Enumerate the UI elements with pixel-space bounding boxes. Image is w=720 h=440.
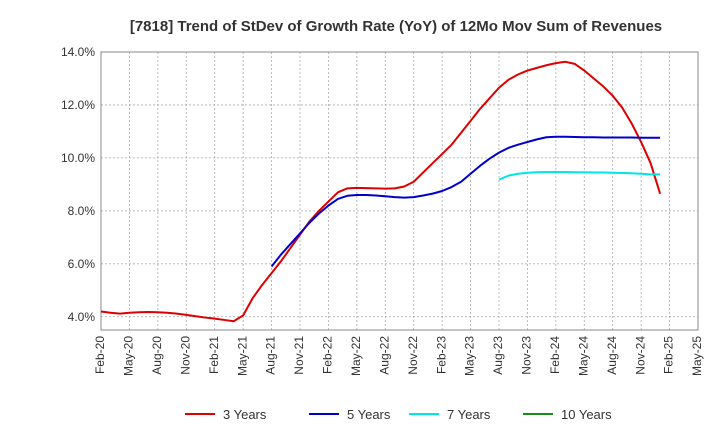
x-tick-label: Feb-21	[207, 336, 221, 374]
y-tick-label: 8.0%	[68, 204, 96, 218]
series-line-7-years	[498, 170, 661, 181]
x-tick-label: Nov-22	[406, 336, 420, 375]
y-tick-label: 14.0%	[61, 45, 95, 59]
y-axis-ticks: 4.0% 6.0% 8.0% 10.0% 12.0% 14.0%	[61, 45, 95, 324]
series-line-3-years	[100, 60, 662, 323]
legend-item-5-years-label: 5 Years	[347, 407, 391, 422]
legend-item-10-years-label: 10 Years	[561, 407, 612, 422]
x-tick-label: May-23	[463, 336, 477, 376]
x-tick-label: May-22	[349, 336, 363, 376]
grid-lines	[101, 52, 698, 330]
x-tick-label: Feb-22	[321, 336, 335, 374]
x-tick-label: Nov-24	[633, 336, 647, 375]
legend-item-3-years-label: 3 Years	[223, 407, 267, 422]
plot-area-frame	[100, 51, 699, 331]
x-tick-label: Feb-24	[548, 336, 562, 374]
series-lines	[100, 60, 662, 323]
x-axis-ticks: Feb-20 May-20 Aug-20 Nov-20 Feb-21 May-21 Aug-…	[93, 336, 704, 376]
x-tick-label: Nov-23	[520, 336, 534, 375]
x-tick-label: May-25	[690, 336, 704, 376]
x-tick-label: Aug-23	[491, 336, 505, 375]
x-tick-label: Feb-23	[434, 336, 448, 374]
x-tick-label: Feb-25	[662, 336, 676, 374]
x-tick-label: Aug-22	[377, 336, 391, 375]
x-tick-label: Nov-20	[178, 336, 192, 375]
x-tick-label: May-24	[576, 336, 590, 376]
x-tick-label: Nov-21	[292, 336, 306, 375]
chart-title: [7818] Trend of StDev of Growth Rate (Yo…	[130, 18, 662, 35]
legend: 3 Years 5 Years 7 Years 10 Years	[185, 407, 612, 422]
y-tick-label: 12.0%	[61, 98, 95, 112]
legend-item-7-years-label: 7 Years	[447, 407, 491, 422]
x-tick-label: Aug-20	[150, 336, 164, 375]
y-tick-label: 10.0%	[61, 151, 95, 165]
series-line-5-years	[270, 135, 661, 268]
y-tick-label: 6.0%	[68, 257, 96, 271]
x-tick-label: Feb-20	[93, 336, 107, 374]
x-tick-label: May-21	[235, 336, 249, 376]
x-tick-label: Aug-24	[605, 336, 619, 375]
y-tick-label: 4.0%	[68, 310, 96, 324]
x-tick-label: Aug-21	[264, 336, 278, 375]
x-tick-label: May-20	[122, 336, 136, 376]
